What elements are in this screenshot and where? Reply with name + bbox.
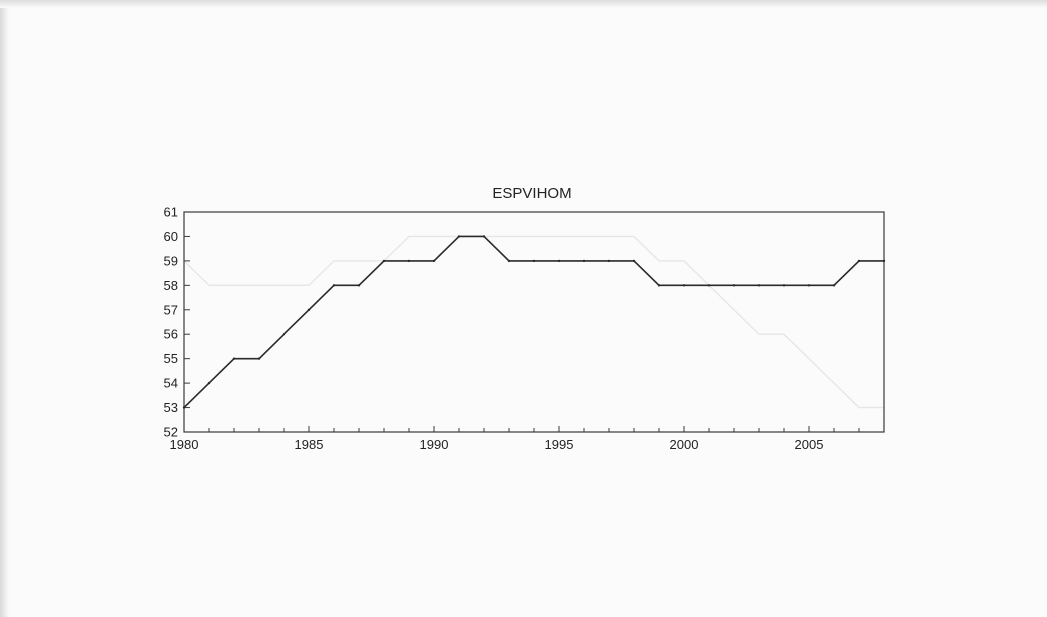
data-point bbox=[632, 259, 636, 263]
data-point bbox=[457, 235, 461, 238]
data-point bbox=[782, 284, 786, 287]
series-group bbox=[182, 235, 886, 409]
data-point bbox=[607, 259, 611, 263]
data-point bbox=[482, 235, 486, 238]
y-tick-label: 53 bbox=[164, 400, 178, 415]
data-point bbox=[332, 284, 336, 287]
y-tick-label: 60 bbox=[164, 229, 178, 244]
data-point bbox=[282, 333, 286, 336]
data-point bbox=[732, 284, 736, 287]
data-point bbox=[382, 259, 386, 263]
scan-shadow-top bbox=[0, 0, 1047, 8]
data-point bbox=[257, 357, 261, 360]
data-point bbox=[807, 284, 811, 287]
y-tick-label: 59 bbox=[164, 253, 178, 268]
y-tick-label: 52 bbox=[164, 425, 178, 440]
data-point bbox=[507, 259, 511, 263]
data-point bbox=[682, 284, 686, 287]
data-point bbox=[357, 284, 361, 287]
series-line bbox=[183, 235, 884, 409]
y-tick-label: 56 bbox=[164, 327, 178, 342]
data-point bbox=[432, 259, 436, 263]
data-point bbox=[232, 357, 236, 360]
y-tick-label: 54 bbox=[164, 376, 178, 391]
data-point bbox=[307, 308, 311, 311]
plot-area-frame bbox=[183, 211, 885, 433]
x-axis: 1980 1985 1990 1995 2000 2005 bbox=[170, 426, 885, 452]
chart-title: ESPVIHOM bbox=[492, 185, 571, 202]
data-point bbox=[832, 284, 836, 287]
x-tick-label: 2005 bbox=[795, 437, 824, 452]
y-axis: 52 53 54 55 56 57 58 59 60 61 bbox=[164, 205, 190, 440]
scan-shadow-left bbox=[0, 0, 9, 617]
x-tick-label: 1995 bbox=[545, 437, 574, 452]
data-point bbox=[707, 284, 711, 287]
data-point bbox=[657, 284, 661, 287]
data-point bbox=[882, 259, 886, 263]
data-point bbox=[532, 259, 536, 263]
y-tick-label: 57 bbox=[164, 302, 178, 317]
bleed-through-layer bbox=[183, 235, 884, 409]
data-point bbox=[182, 406, 186, 409]
x-tick-label: 1985 bbox=[295, 437, 324, 452]
data-point bbox=[557, 259, 561, 263]
bleed-through-line bbox=[183, 235, 884, 409]
y-tick-label: 61 bbox=[164, 205, 178, 220]
data-point bbox=[207, 381, 211, 385]
y-tick-label: 55 bbox=[164, 351, 178, 366]
x-tick-label: 2000 bbox=[670, 437, 699, 452]
x-tick-label: 1990 bbox=[420, 437, 449, 452]
y-tick-label: 58 bbox=[164, 278, 178, 293]
data-point bbox=[407, 259, 411, 263]
data-point bbox=[757, 284, 761, 287]
data-point bbox=[857, 259, 861, 263]
x-tick-label: 1980 bbox=[170, 437, 199, 452]
data-point bbox=[582, 259, 586, 263]
